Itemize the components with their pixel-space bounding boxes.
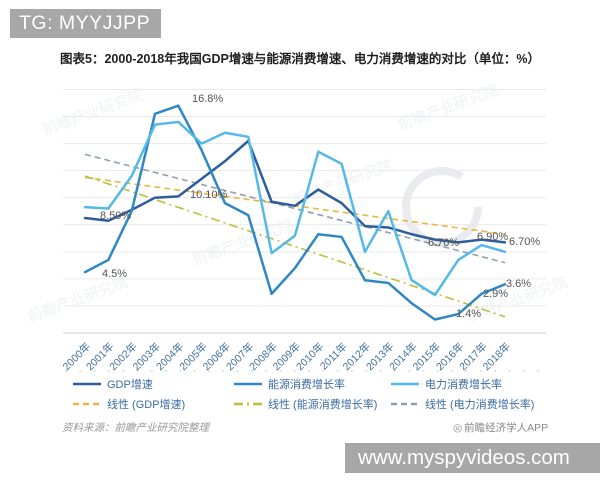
data-label: 6.70% [509, 236, 540, 248]
chart-title: 图表5：2000-2018年我国GDP增速与能源消费增速、电力消费增速的对比（单… [60, 52, 540, 66]
legend-item-series-1: 能源消费增长率 [233, 374, 390, 393]
legend-item-trend-2: 线性 (电力消费增长率) [390, 394, 560, 413]
credit-note: ◎ 前瞻经济学人APP [453, 420, 548, 435]
data-label: 3.6% [506, 278, 531, 290]
data-label: 10.10% [190, 189, 228, 201]
legend-item-series-0: GDP增速 [72, 374, 233, 393]
series-line-1 [83, 104, 507, 321]
qianzhan-logo-icon: ◎ [453, 421, 463, 434]
data-label: 1.4% [456, 308, 481, 320]
legend-swatch [73, 402, 101, 405]
source-note: 资料来源：前瞻产业研究院整理 [62, 422, 209, 434]
legend-label: GDP增速 [107, 378, 153, 391]
legend-label: 线性 (电力消费增长率) [425, 398, 535, 411]
legend-item-trend-1: 线性 (能源消费增长率) [233, 394, 390, 413]
legend-swatch [234, 382, 262, 385]
legend-label: 线性 (能源消费增长率) [268, 398, 378, 411]
watermark-text: 前瞻产业研究院 [395, 81, 500, 134]
data-label: 16.8% [192, 93, 223, 105]
legend-swatch [73, 382, 101, 385]
data-label: 8.50% [100, 210, 131, 222]
data-label: 2.9% [483, 288, 508, 300]
watermark-text: 前瞻产业研究院 [40, 86, 145, 139]
watermark-logo-icon [402, 167, 482, 247]
credit-text: 前瞻经济学人APP [464, 422, 549, 434]
chart-legend: GDP增速 能源消费增长率 电力消费增长率线性 (GDP增速) 线性 (能源消费增长率… [72, 374, 560, 413]
series-line-2 [83, 120, 507, 297]
legend-item-series-2: 电力消费增长率 [390, 374, 560, 393]
watermark-text: 前瞻产业研究院 [25, 273, 130, 326]
legend-item-trend-0: 线性 (GDP增速) [72, 394, 233, 413]
data-label: 6.90% [477, 231, 508, 243]
series-line-0 [83, 139, 507, 244]
legend-swatch [391, 402, 419, 405]
watermark-text: 前瞻产业研究院 [190, 216, 295, 269]
data-label: 6.70% [428, 237, 459, 249]
legend-label: 线性 (GDP增速) [107, 398, 186, 411]
legend-label: 能源消费增长率 [268, 378, 345, 391]
legend-swatch [391, 382, 419, 385]
url-watermark-bar: www.myspyvideos.com [345, 443, 600, 473]
data-label: 4.5% [102, 268, 127, 280]
trendline-2 [84, 153, 506, 264]
legend-label: 电力消费增长率 [425, 378, 502, 391]
telegram-watermark-badge: TG: MYYJJPP [10, 9, 162, 38]
legend-swatch [234, 402, 262, 405]
